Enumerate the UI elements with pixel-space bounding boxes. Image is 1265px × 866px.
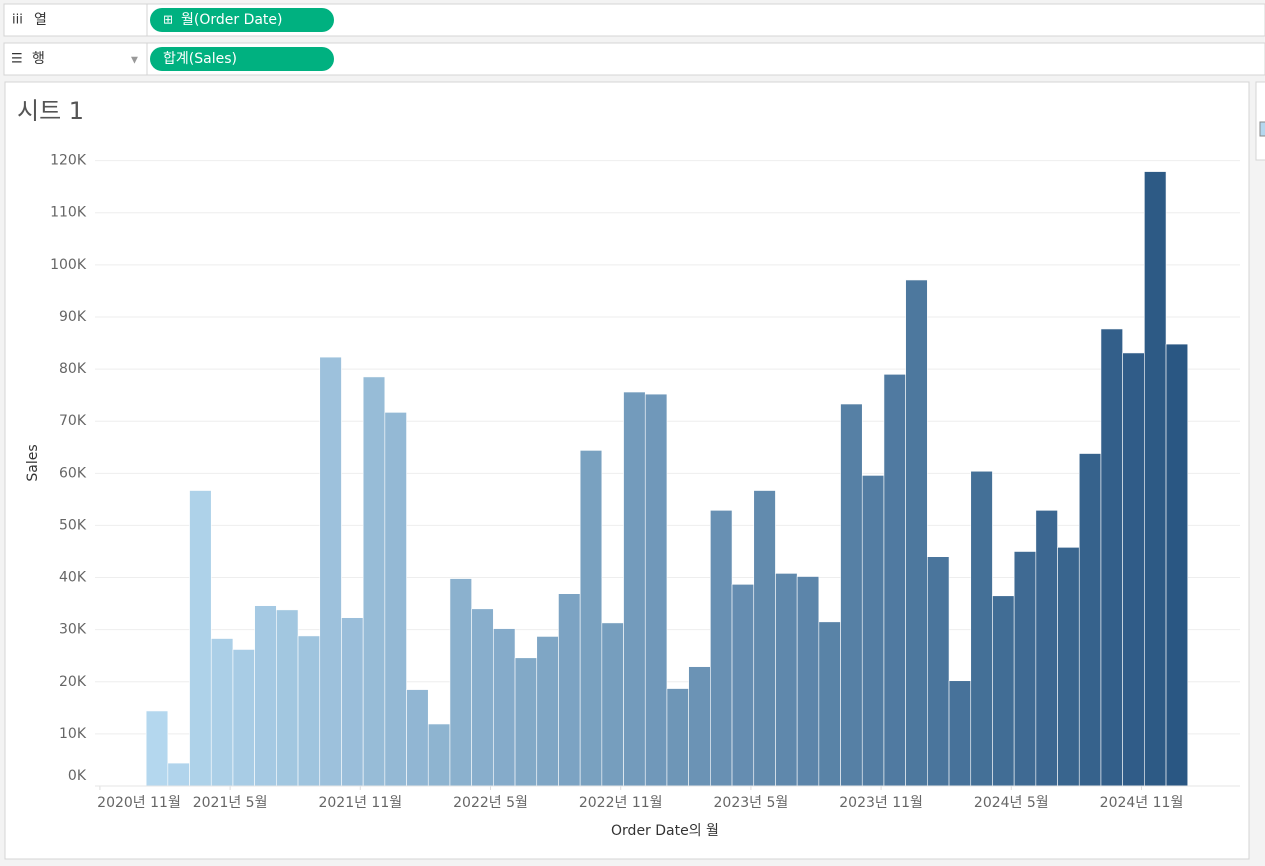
rows-label: 행: [32, 51, 45, 67]
legend-swatch: [1259, 121, 1265, 137]
bar: [644, 393, 668, 787]
bar: [601, 622, 624, 787]
y-tick-label: 30K: [59, 622, 87, 638]
bar: [688, 666, 711, 787]
columns-pill-text[interactable]: 월(Order Date): [181, 12, 283, 28]
y-tick-label: 20K: [59, 674, 87, 690]
bar: [232, 649, 255, 787]
bar: [1078, 453, 1102, 787]
bar: [406, 689, 429, 787]
columns-pill[interactable]: [150, 8, 334, 32]
bar: [514, 657, 538, 787]
x-tick-label: 2020년 11월: [97, 795, 181, 811]
x-tick-label: 2024년 5월: [974, 795, 1049, 811]
bar: [276, 609, 299, 787]
bar: [254, 605, 277, 787]
x-tick-label: 2022년 11월: [579, 795, 663, 811]
bar: [536, 636, 559, 787]
y-tick-label: 60K: [59, 465, 87, 481]
y-tick-label: 50K: [59, 517, 87, 533]
y-tick-label: 90K: [59, 309, 87, 325]
y-tick-label: 10K: [59, 726, 87, 742]
columns-icon: iii: [12, 13, 23, 28]
y-tick-label: 0K: [68, 768, 87, 784]
bar: [775, 573, 798, 787]
x-tick-label: 2023년 11월: [839, 795, 923, 811]
bar: [970, 470, 993, 787]
y-axis-title: Sales: [25, 444, 41, 481]
bar: [145, 710, 169, 787]
bar: [1144, 171, 1167, 787]
bar: [449, 578, 472, 787]
columns-label: 열: [34, 12, 47, 28]
bar: [1100, 328, 1123, 787]
bar: [1013, 551, 1037, 787]
bar: [319, 356, 342, 787]
x-tick-label: 2023년 5월: [714, 795, 789, 811]
bar: [840, 403, 863, 787]
bar: [948, 680, 972, 787]
y-tick-label: 40K: [59, 570, 87, 586]
bar: [1122, 352, 1145, 787]
rows-pill-text[interactable]: 합계(Sales): [163, 51, 237, 67]
rows-icon: ☰: [11, 52, 23, 67]
bar: [558, 593, 581, 787]
bar: [362, 376, 386, 787]
bar: [992, 595, 1015, 787]
y-tick-label: 110K: [50, 205, 87, 221]
bar: [493, 628, 516, 787]
bar: [210, 638, 234, 787]
bar: [384, 412, 407, 787]
pill-icon: ⊞: [163, 13, 173, 27]
bar: [341, 617, 364, 787]
bar: [1057, 547, 1080, 787]
bar: [579, 450, 603, 787]
bar: [796, 576, 820, 787]
y-tick-label: 80K: [59, 361, 87, 377]
dropdown-arrow[interactable]: ▼: [131, 56, 138, 66]
bar: [731, 584, 755, 787]
bar: [905, 279, 928, 787]
bar: [1165, 343, 1189, 787]
x-tick-label: 2024년 11월: [1100, 795, 1184, 811]
bar: [710, 510, 733, 787]
bar: [666, 688, 689, 787]
legend-panel: [1255, 81, 1265, 161]
bar: [753, 490, 776, 787]
bar: [427, 723, 451, 787]
bar: [623, 391, 646, 787]
rows-pill[interactable]: [150, 47, 334, 71]
sheet-title: 시트 1: [17, 97, 84, 125]
bar: [818, 621, 841, 787]
y-tick-label: 100K: [50, 257, 87, 273]
plot-area: 0K 10K 20K 30K 40K 50K 60K 70K 80K 90K 100K 110K 120…: [50, 153, 1240, 811]
bar: [861, 475, 885, 787]
bar: [471, 608, 494, 787]
bar: [189, 490, 212, 787]
y-tick-label: 70K: [59, 413, 87, 429]
x-tick-label: 2022년 5월: [453, 795, 528, 811]
x-axis-title: Order Date의 월: [611, 823, 719, 839]
bar: [1035, 510, 1058, 787]
bar: [297, 635, 321, 787]
x-tick-label: 2021년 5월: [193, 795, 268, 811]
bar: [927, 556, 950, 787]
bar: [883, 374, 906, 787]
x-tick-label: 2021년 11월: [318, 795, 402, 811]
y-tick-label: 120K: [50, 153, 87, 169]
bar: [167, 762, 190, 787]
